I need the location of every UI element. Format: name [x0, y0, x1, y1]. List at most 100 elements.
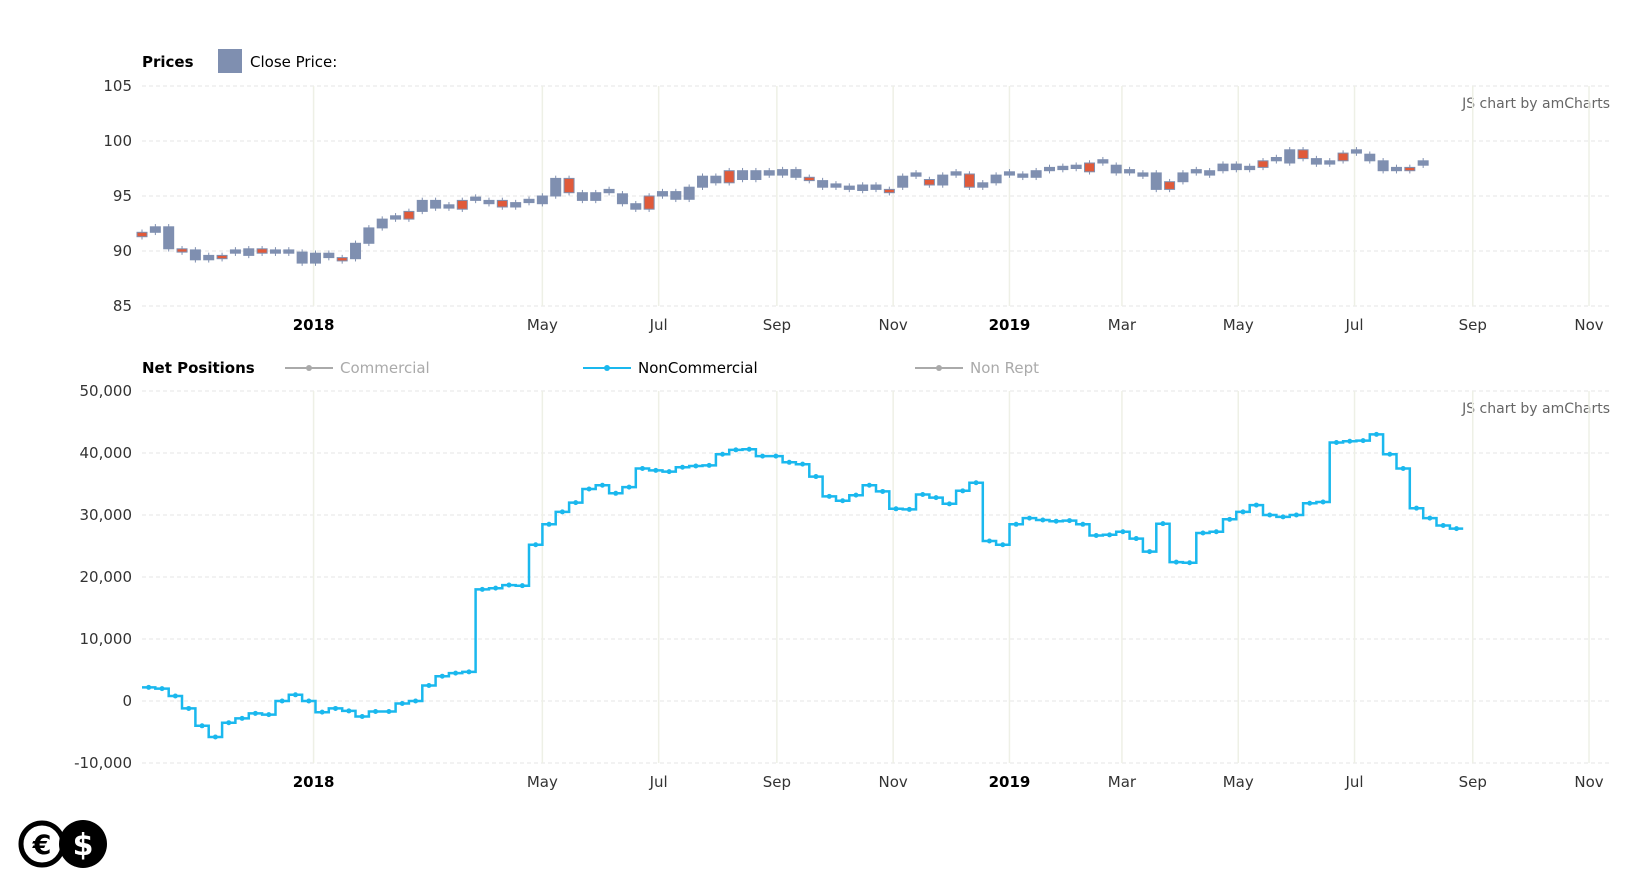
candle-body[interactable]	[523, 198, 535, 204]
candle-body[interactable]	[470, 196, 482, 201]
candle-body[interactable]	[1404, 166, 1416, 172]
candle-body[interactable]	[1003, 171, 1015, 176]
noncommercial-point[interactable]	[493, 585, 499, 591]
noncommercial-point[interactable]	[866, 482, 872, 488]
candle-body[interactable]	[576, 192, 588, 201]
noncommercial-point[interactable]	[333, 705, 339, 711]
noncommercial-point[interactable]	[733, 447, 739, 453]
noncommercial-point[interactable]	[626, 484, 632, 490]
candle-body[interactable]	[1204, 170, 1216, 176]
candle-body[interactable]	[1057, 165, 1069, 171]
candle-body[interactable]	[1417, 160, 1429, 166]
noncommercial-point[interactable]	[746, 446, 752, 452]
noncommercial-point[interactable]	[1067, 518, 1073, 524]
noncommercial-point[interactable]	[279, 698, 285, 704]
noncommercial-point[interactable]	[1413, 505, 1419, 511]
candle-body[interactable]	[803, 176, 815, 182]
candle-body[interactable]	[243, 248, 255, 256]
noncommercial-point[interactable]	[573, 500, 579, 506]
noncommercial-point[interactable]	[199, 723, 205, 729]
candle-body[interactable]	[363, 227, 375, 244]
noncommercial-point[interactable]	[519, 583, 525, 589]
noncommercial-point[interactable]	[1400, 466, 1406, 471]
legend-noncommercial-label[interactable]: NonCommercial	[638, 359, 758, 377]
noncommercial-point[interactable]	[1187, 560, 1193, 566]
candle-body[interactable]	[723, 170, 735, 184]
noncommercial-point[interactable]	[1307, 500, 1313, 506]
candle-body[interactable]	[1097, 159, 1109, 164]
candle-body[interactable]	[1270, 157, 1282, 162]
noncommercial-point[interactable]	[813, 474, 819, 480]
noncommercial-point[interactable]	[786, 459, 792, 465]
candle-body[interactable]	[1043, 166, 1055, 172]
candle-body[interactable]	[1137, 172, 1149, 177]
candle-body[interactable]	[1217, 163, 1229, 172]
candle-body[interactable]	[790, 169, 802, 178]
candle-body[interactable]	[817, 180, 829, 188]
candle-body[interactable]	[1230, 163, 1242, 171]
candle-body[interactable]	[937, 174, 949, 186]
noncommercial-point[interactable]	[1267, 512, 1273, 518]
noncommercial-point[interactable]	[373, 709, 379, 715]
candle-body[interactable]	[1324, 160, 1336, 165]
noncommercial-point[interactable]	[906, 506, 912, 512]
candle-body[interactable]	[1164, 181, 1176, 190]
noncommercial-point[interactable]	[1213, 529, 1219, 535]
candle-body[interactable]	[1364, 153, 1376, 162]
noncommercial-point[interactable]	[1093, 532, 1099, 538]
noncommercial-point[interactable]	[933, 495, 939, 501]
candle-body[interactable]	[830, 183, 842, 188]
noncommercial-point[interactable]	[973, 480, 979, 486]
candle-body[interactable]	[376, 218, 388, 229]
noncommercial-point[interactable]	[1026, 515, 1032, 521]
candle-body[interactable]	[163, 226, 175, 250]
noncommercial-point[interactable]	[920, 492, 926, 498]
noncommercial-point[interactable]	[639, 466, 645, 471]
candle-body[interactable]	[883, 188, 895, 194]
candle-body[interactable]	[656, 191, 668, 197]
candle-body[interactable]	[390, 215, 402, 220]
candle-body[interactable]	[977, 182, 989, 188]
candle-body[interactable]	[309, 252, 321, 264]
candle-body[interactable]	[189, 249, 201, 261]
noncommercial-point[interactable]	[586, 486, 592, 492]
candle-body[interactable]	[950, 171, 962, 176]
noncommercial-point[interactable]	[1333, 439, 1339, 445]
candle-body[interactable]	[443, 204, 455, 209]
candle-body[interactable]	[256, 248, 268, 254]
noncommercial-point[interactable]	[226, 720, 232, 726]
noncommercial-point[interactable]	[466, 669, 472, 675]
noncommercial-point[interactable]	[453, 670, 459, 676]
candle-body[interactable]	[323, 252, 335, 259]
legend-non-rept[interactable]: Non Rept	[915, 359, 1039, 377]
noncommercial-point[interactable]	[706, 462, 712, 468]
noncommercial-point[interactable]	[306, 698, 312, 704]
noncommercial-point[interactable]	[880, 488, 886, 494]
noncommercial-point[interactable]	[1107, 532, 1113, 538]
noncommercial-point[interactable]	[1120, 529, 1126, 535]
noncommercial-point[interactable]	[546, 521, 552, 527]
candle-body[interactable]	[683, 186, 695, 200]
noncommercial-point[interactable]	[986, 538, 992, 544]
candle-body[interactable]	[1310, 158, 1322, 165]
noncommercial-point[interactable]	[720, 451, 726, 457]
candle-body[interactable]	[1377, 160, 1389, 172]
candle-body[interactable]	[283, 249, 295, 254]
candle-body[interactable]	[1390, 166, 1402, 172]
candle-body[interactable]	[1244, 165, 1256, 171]
noncommercial-point[interactable]	[1160, 521, 1166, 527]
noncommercial-point[interactable]	[386, 709, 392, 715]
noncommercial-point[interactable]	[439, 673, 445, 679]
candle-body[interactable]	[710, 175, 722, 184]
candle-body[interactable]	[1150, 172, 1162, 190]
noncommercial-point[interactable]	[1293, 512, 1299, 518]
noncommercial-point[interactable]	[653, 467, 659, 473]
noncommercial-point[interactable]	[239, 715, 245, 721]
noncommercial-point[interactable]	[359, 714, 365, 719]
candle-body[interactable]	[1350, 149, 1362, 154]
net-positions-credit[interactable]: JS chart by amCharts	[1461, 401, 1610, 417]
candle-body[interactable]	[870, 184, 882, 190]
candle-body[interactable]	[536, 195, 548, 205]
candle-body[interactable]	[923, 179, 935, 186]
noncommercial-point[interactable]	[679, 464, 685, 470]
